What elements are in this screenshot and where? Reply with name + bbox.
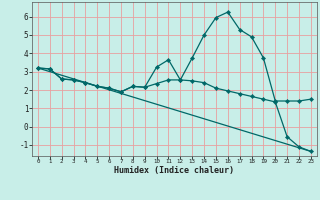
- X-axis label: Humidex (Indice chaleur): Humidex (Indice chaleur): [115, 166, 234, 175]
